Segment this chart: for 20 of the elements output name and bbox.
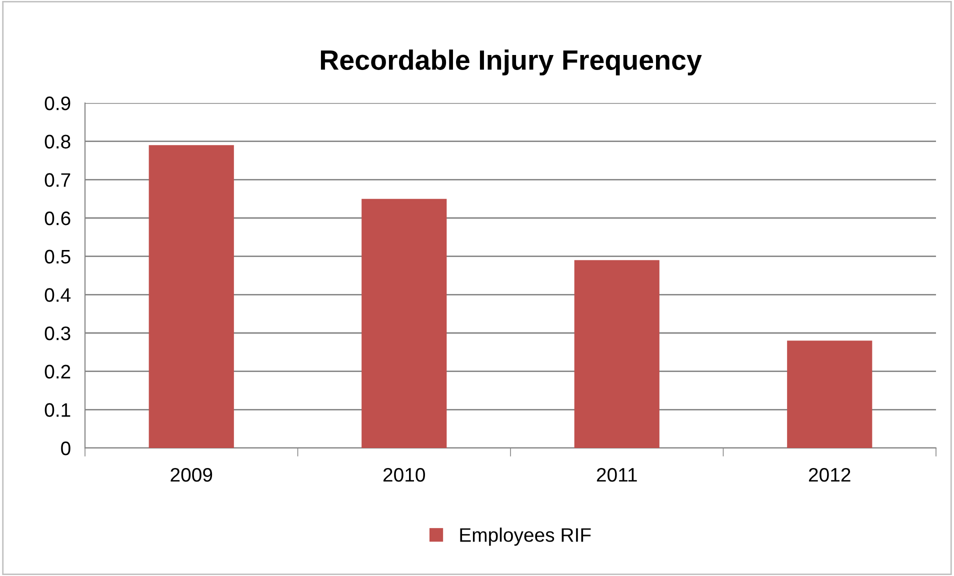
x-tick-label: 2012 [808,468,850,482]
bar [148,145,234,448]
legend-label: Employees RIF [460,528,591,546]
y-tick-label: 0 [61,441,70,456]
y-tick-label: 0.3 [44,326,70,340]
y-tick-label: 0.9 [44,96,70,110]
bar [574,260,660,448]
y-tick-label: 0.4 [44,288,71,302]
chart-title: Recordable Injury Frequency [320,50,702,76]
y-tick-label: 0.5 [44,250,70,264]
y-tick-label: 0.8 [44,134,70,149]
y-tick-label: 0.6 [44,211,70,226]
bar [787,340,872,448]
bar [362,198,447,448]
x-tick-label: 2011 [596,468,637,482]
y-tick-label: 0.1 [44,403,70,417]
x-tick-label: 2009 [170,468,212,482]
x-tick-label: 2010 [383,468,425,482]
y-tick-label: 0.7 [44,173,70,187]
y-tick-label: 0.2 [44,364,70,379]
